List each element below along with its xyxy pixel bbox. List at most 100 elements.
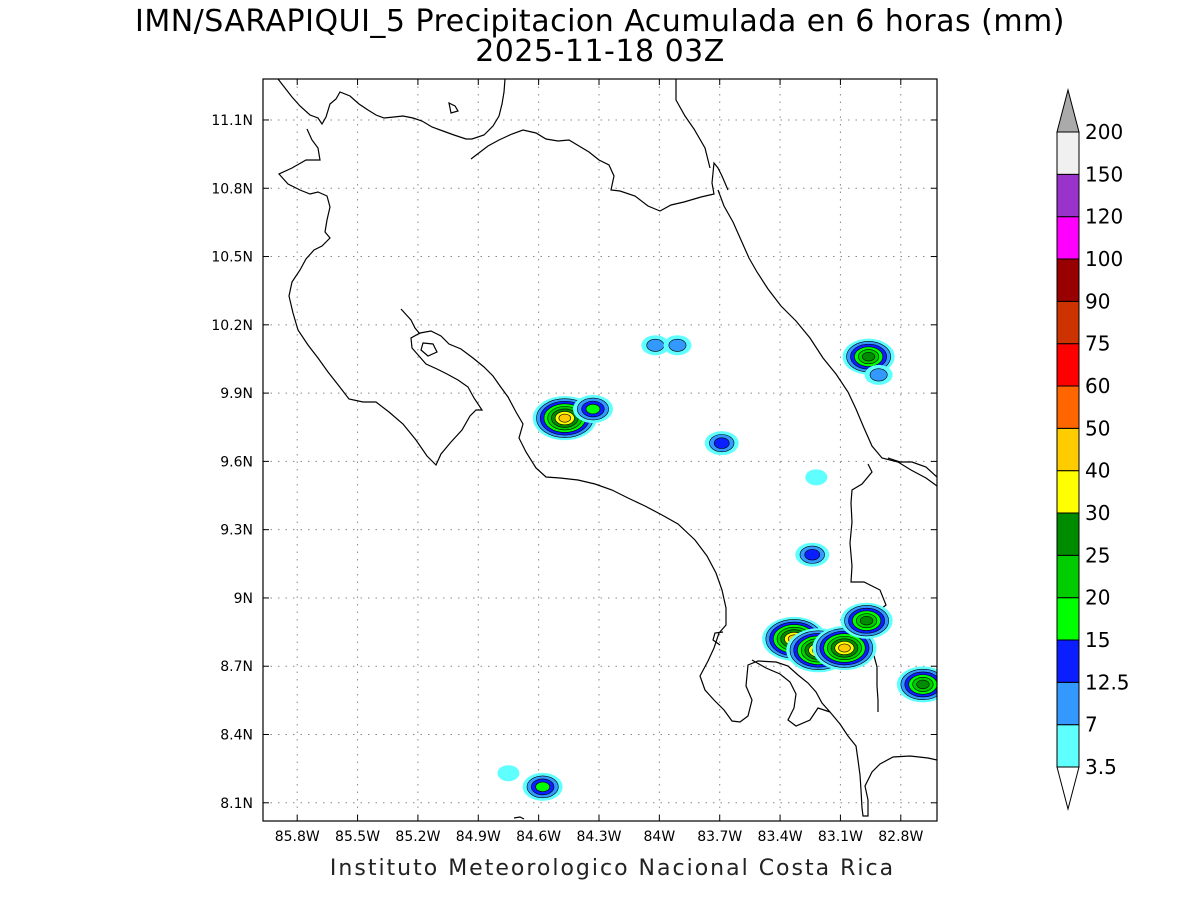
island-north bbox=[448, 101, 459, 114]
colorbar-swatch bbox=[1056, 639, 1080, 683]
colorbar-label: 30 bbox=[1085, 501, 1110, 525]
coastline-osa bbox=[712, 631, 724, 646]
precip-contour bbox=[497, 765, 520, 782]
lon-tick-label: 85.8W bbox=[275, 829, 320, 845]
precip-cell bbox=[805, 469, 828, 486]
precip-cell bbox=[497, 765, 520, 782]
coastline-nicoya-gulf bbox=[400, 308, 421, 335]
lat-tick-label: 9.6N bbox=[220, 454, 253, 470]
precip-cell bbox=[842, 338, 895, 375]
colorbar-label: 3.5 bbox=[1085, 755, 1117, 779]
lon-tick-label: 85.5W bbox=[335, 829, 380, 845]
border-panama bbox=[849, 463, 887, 712]
lon-tick-label: 84.6W bbox=[516, 829, 561, 845]
lat-tick-label: 9.3N bbox=[220, 523, 253, 539]
coastline-golfo-dulce bbox=[751, 659, 831, 727]
colorbar-label: 12.5 bbox=[1085, 670, 1130, 694]
colorbar-swatch bbox=[1056, 427, 1080, 472]
precip-contour bbox=[558, 413, 572, 423]
colorbar-swatch bbox=[1056, 512, 1080, 556]
colorbar-swatch bbox=[1056, 385, 1080, 429]
lon-tick-label: 85.2W bbox=[395, 829, 440, 845]
island-cocos-edge bbox=[513, 816, 525, 820]
colorbar-swatch bbox=[1056, 470, 1080, 514]
precip-contour bbox=[804, 549, 821, 561]
map-title: IMN/SARAPIQUI_5 Precipitacion Acumulada … bbox=[135, 4, 1065, 39]
colorbar-swatch bbox=[1056, 554, 1080, 599]
precip-cell bbox=[840, 602, 893, 639]
island-chira bbox=[420, 342, 438, 357]
lat-tick-label: 8.1N bbox=[220, 796, 253, 812]
colorbar-label: 90 bbox=[1085, 289, 1110, 313]
colorbar-swatch bbox=[1056, 216, 1080, 260]
precip-cell bbox=[522, 772, 563, 801]
map-frame bbox=[262, 78, 938, 822]
colorbar-swatch bbox=[1056, 724, 1080, 768]
lat-tick-label: 9.9N bbox=[220, 386, 253, 402]
coastline-caribbean-north bbox=[675, 79, 711, 169]
lat-tick-label: 8.7N bbox=[220, 659, 253, 675]
colorbar-under-arrow bbox=[1056, 766, 1080, 811]
lat-tick-label: 10.5N bbox=[211, 250, 253, 266]
lat-tick-label: 11.1N bbox=[211, 113, 253, 129]
precip-contour bbox=[916, 679, 930, 690]
lon-tick-label: 83.1W bbox=[818, 829, 863, 845]
colorbar-label: 100 bbox=[1085, 247, 1123, 271]
precip-contour bbox=[713, 437, 730, 449]
precipitation-layer bbox=[497, 335, 937, 801]
lat-tick-label: 9N bbox=[234, 591, 253, 607]
lon-tick-label: 84.9W bbox=[456, 829, 501, 845]
lon-tick-label: 82.8W bbox=[878, 829, 923, 845]
precip-contour bbox=[805, 469, 828, 486]
precip-contour bbox=[869, 368, 888, 382]
colorbar-label: 20 bbox=[1085, 586, 1110, 610]
lon-tick-label: 84W bbox=[644, 829, 676, 845]
precip-cell bbox=[704, 431, 739, 456]
colorbar-over-arrow bbox=[1056, 88, 1080, 133]
colorbar-label: 60 bbox=[1085, 374, 1110, 398]
lat-tick-label: 8.4N bbox=[220, 728, 253, 744]
precip-cell bbox=[572, 395, 613, 424]
map-datetime: 2025-11-18 03Z bbox=[475, 34, 725, 69]
colorbar-label: 75 bbox=[1085, 332, 1110, 356]
colorbar-swatch bbox=[1056, 131, 1080, 175]
precip-cell bbox=[663, 335, 692, 356]
precip-cell bbox=[896, 666, 937, 703]
colorbar-swatch bbox=[1056, 258, 1080, 302]
precip-cell bbox=[641, 335, 670, 356]
colorbar-label: 200 bbox=[1085, 120, 1123, 144]
colorbar-label: 7 bbox=[1085, 713, 1098, 737]
colorbar-swatch bbox=[1056, 681, 1080, 726]
coastline-north bbox=[277, 79, 506, 140]
colorbar-swatch bbox=[1056, 300, 1080, 345]
precip-contour bbox=[859, 616, 874, 626]
coastline-layer bbox=[277, 79, 937, 820]
graticule bbox=[263, 79, 937, 821]
colorbar-swatch bbox=[1056, 173, 1080, 218]
colorbar: 3.5 7 12.5 15 20 25 30 40 50 60 75 90 100 120 150 200 bbox=[1056, 88, 1130, 811]
coastline-pacific-nicoya bbox=[278, 128, 937, 817]
colorbar-label: 25 bbox=[1085, 543, 1110, 567]
precip-contour bbox=[535, 781, 550, 793]
colorbar-label: 150 bbox=[1085, 162, 1123, 186]
precip-contour bbox=[646, 338, 665, 352]
precip-contour bbox=[838, 643, 851, 653]
lon-tick-label: 83.4W bbox=[758, 829, 803, 845]
lat-tick-label: 10.8N bbox=[211, 181, 253, 197]
lon-tick-label: 84.3W bbox=[576, 829, 621, 845]
precip-cell bbox=[795, 542, 830, 567]
colorbar-label: 40 bbox=[1085, 459, 1110, 483]
precip-cell bbox=[864, 364, 893, 385]
colorbar-label: 120 bbox=[1085, 205, 1123, 229]
colorbar-swatch bbox=[1056, 597, 1080, 641]
footer-credit: Instituto Meteorologico Nacional Costa R… bbox=[329, 856, 896, 881]
coastline-bocas bbox=[887, 457, 937, 478]
colorbar-label: 50 bbox=[1085, 416, 1110, 440]
lat-tick-label: 10.2N bbox=[211, 318, 253, 334]
map-axes: 85.8W 85.5W 85.2W 84.9W 84.6W 84.3W 84W 83.7W 83… bbox=[211, 79, 937, 845]
precip-contour bbox=[585, 403, 601, 415]
colorbar-label: 15 bbox=[1085, 628, 1110, 652]
border-nicaragua bbox=[470, 129, 729, 212]
colorbar-swatch bbox=[1056, 343, 1080, 387]
